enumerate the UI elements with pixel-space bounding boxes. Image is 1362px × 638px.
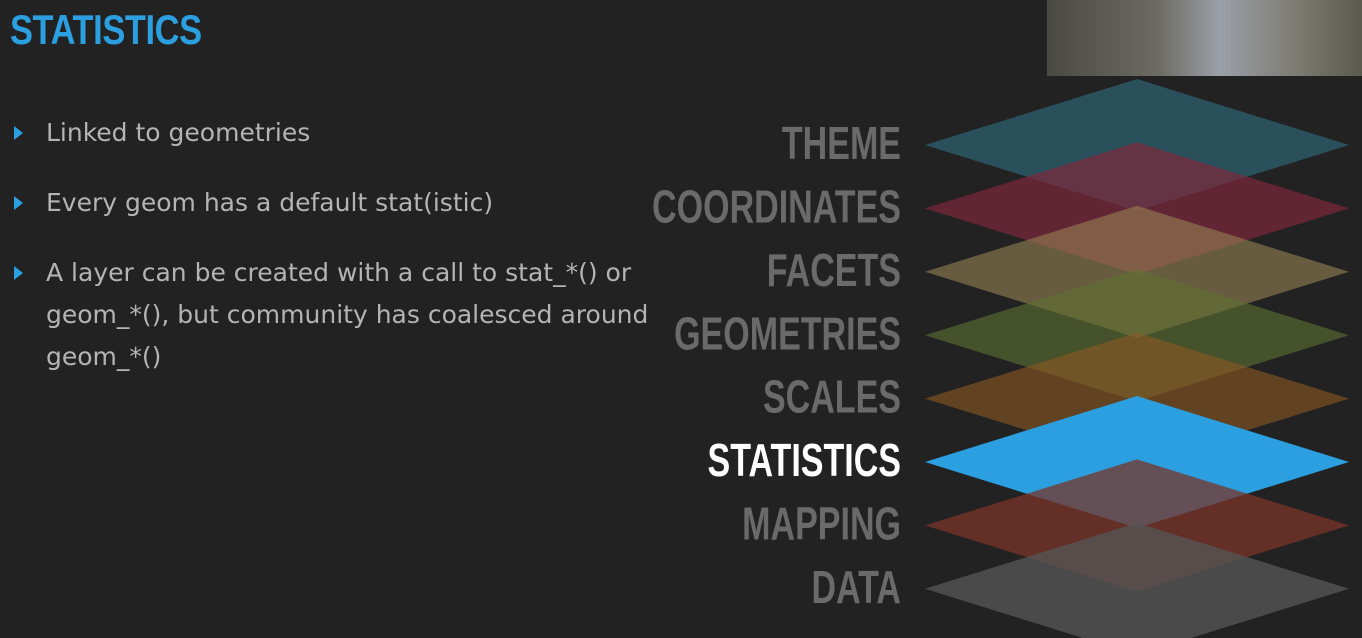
bullet: Linked to geometries	[0, 112, 686, 154]
layer-label: GEOMETRIES	[674, 307, 901, 359]
bullet-list: Linked to geometries Every geom has a def…	[0, 112, 686, 406]
layer-label: STATISTICS	[708, 434, 901, 486]
layer-plane	[925, 79, 1349, 211]
bullet: A layer can be created with a call to st…	[0, 252, 686, 378]
layer-label: DATA	[812, 561, 901, 613]
layer-plane	[925, 459, 1349, 592]
layer-plane	[925, 142, 1349, 275]
layer-plane	[925, 332, 1349, 465]
layer-label: THEME	[782, 117, 901, 169]
slide-title: STATISTICS	[10, 6, 202, 53]
bullet: Every geom has a default stat(istic)	[0, 182, 686, 224]
layer-plane	[925, 522, 1349, 638]
layer-plane	[925, 205, 1349, 338]
layer-plane	[925, 269, 1349, 402]
layer-label: COORDINATES	[652, 180, 901, 232]
layer-label: FACETS	[767, 244, 901, 296]
layer-plane	[925, 396, 1349, 528]
layer-label: SCALES	[763, 371, 901, 423]
webcam-video	[1047, 0, 1362, 76]
layer-label: MAPPING	[742, 497, 901, 549]
